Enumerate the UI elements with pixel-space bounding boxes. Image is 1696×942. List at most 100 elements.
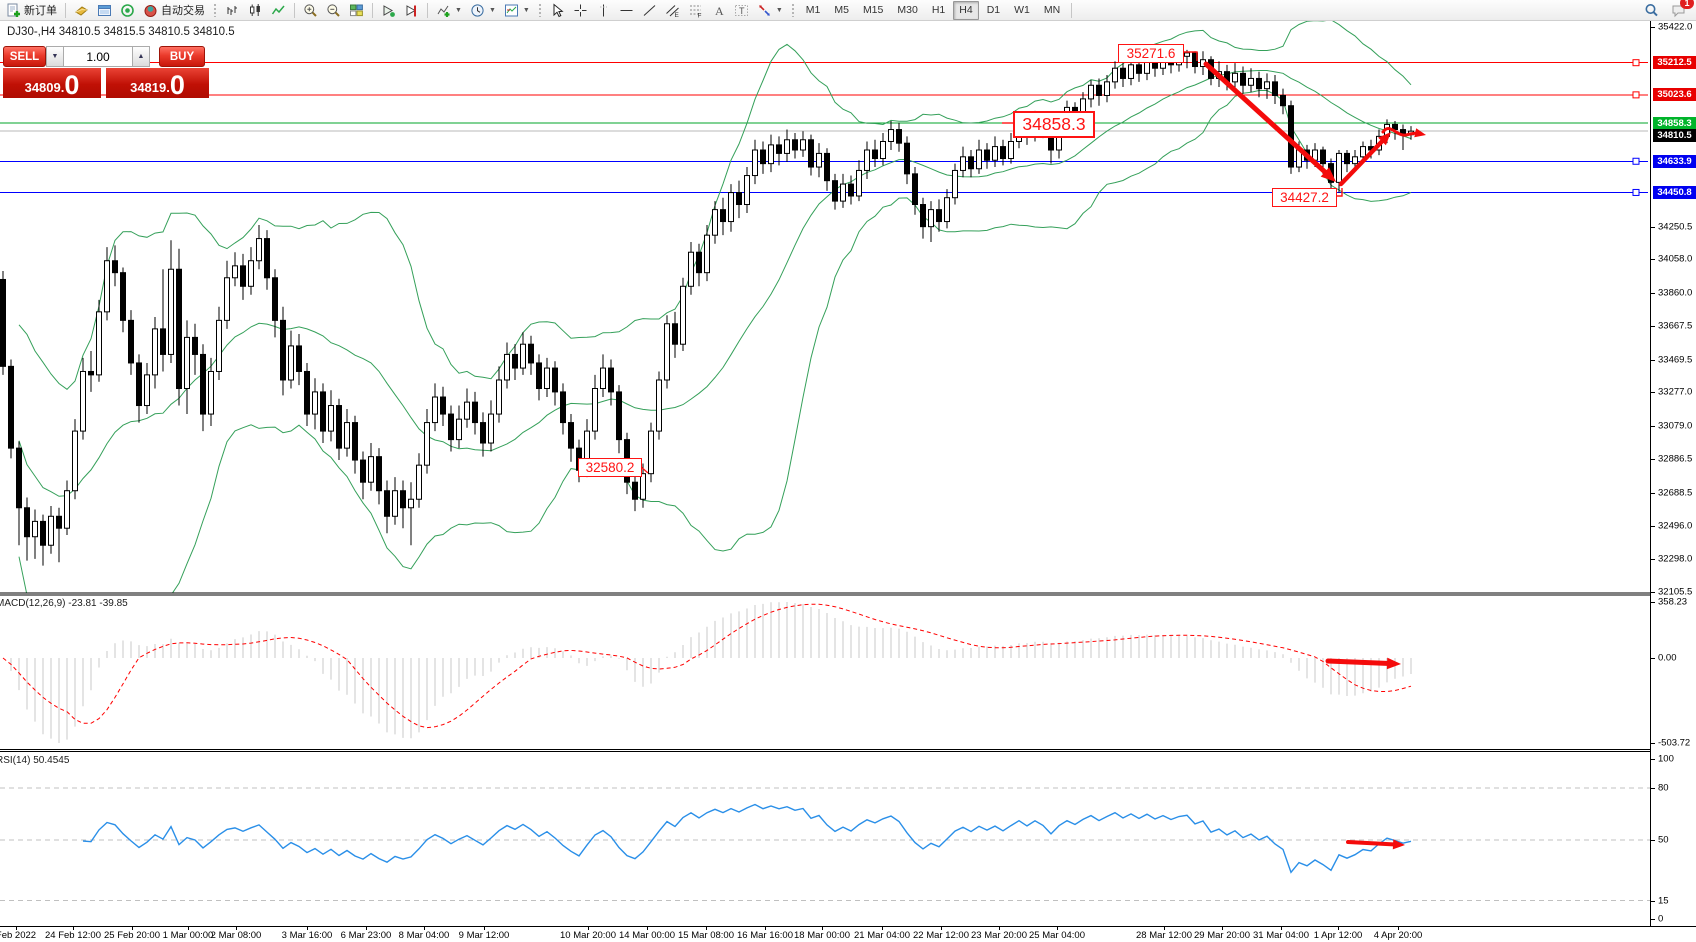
annotation-32580-2[interactable]: 32580.2: [578, 458, 642, 477]
time-axis-tick: [484, 927, 485, 930]
chevron-down-icon: ▼: [775, 6, 783, 14]
volume-down-button[interactable]: ▼: [46, 46, 64, 67]
zoom-in-button[interactable]: [300, 1, 321, 19]
rsi-panel[interactable]: [0, 787, 1650, 902]
tile-windows-button[interactable]: [346, 1, 367, 19]
annotation-34858-3[interactable]: 34858.3: [1013, 111, 1095, 138]
arrows-tool[interactable]: ▼: [754, 1, 786, 19]
candlestick-chart-button[interactable]: [245, 1, 266, 19]
line-chart-button[interactable]: [268, 1, 289, 19]
price-axis-label: 32886.5: [1658, 453, 1693, 465]
time-axis-label: 4 Apr 20:00: [1373, 930, 1423, 941]
time-axis-tick: [73, 927, 74, 930]
zoom-out-icon: [326, 3, 341, 18]
price-axis[interactable]: 35422.0 34250.5 34058.0 33860.0 33667.5 33469…: [1650, 21, 1696, 926]
timeframe-button-m1[interactable]: M1: [805, 4, 821, 16]
zoom-out-button[interactable]: [323, 1, 344, 19]
buy-price-display: 34819. 0: [106, 68, 209, 98]
fibonacci-tool[interactable]: F: [685, 1, 706, 19]
market-watch-button[interactable]: [94, 1, 115, 19]
rsi-axis-label: 50: [1658, 834, 1669, 846]
price-axis-label: 33079.0: [1658, 420, 1693, 432]
macd-panel[interactable]: [2, 602, 1412, 743]
sell-button[interactable]: SELL: [3, 46, 46, 67]
price-axis-tick: [1651, 226, 1655, 228]
new-order-button[interactable]: 新订单: [3, 1, 60, 19]
time-axis-label: 1 Apr 12:00: [1313, 930, 1363, 941]
toolbar-drag-handle: [213, 3, 217, 17]
rsi-axis-label: 100: [1658, 753, 1674, 765]
level-line-handle[interactable]: [1632, 59, 1640, 67]
level-line-handle[interactable]: [1632, 157, 1640, 165]
timeframe-button-mn[interactable]: MN: [1043, 4, 1061, 16]
level-line-handle[interactable]: [1632, 188, 1640, 196]
annotation-35271-6[interactable]: 35271.6: [1118, 44, 1184, 63]
timeframe-button-h4[interactable]: H4: [953, 0, 979, 20]
price-axis-label: 34250.5: [1658, 221, 1693, 233]
text-tool[interactable]: A: [708, 1, 729, 19]
chart-title: DJ30-,H4 34810.5 34815.5 34810.5 34810.5: [7, 26, 235, 38]
hline-icon: [619, 3, 634, 18]
trendline-tool[interactable]: [639, 1, 660, 19]
price-badge-34633.9: 34633.9: [1653, 154, 1696, 168]
textT-icon: T: [734, 3, 749, 18]
search-button[interactable]: [1641, 1, 1662, 19]
time-axis-label: 22 Mar 12:00: [913, 930, 969, 941]
timeframe-button-h1[interactable]: H1: [931, 4, 946, 16]
crosshair-tool[interactable]: [570, 1, 591, 19]
auto-scroll-button[interactable]: [378, 1, 399, 19]
sell-price-big-digit: 0: [64, 69, 80, 100]
price-axis-label: 32496.0: [1658, 520, 1693, 531]
trend-down-arrow[interactable]: [1203, 61, 1332, 179]
macd-forecast-arrow[interactable]: [1325, 658, 1396, 667]
bounce-up-arrow[interactable]: [1338, 135, 1388, 187]
price-axis-tick: [1651, 27, 1655, 28]
volume-input[interactable]: [64, 46, 132, 67]
vertical-line-tool[interactable]: [593, 1, 614, 19]
time-axis-label: 3 Mar 16:00: [281, 930, 333, 941]
main-price-panel[interactable]: [0, 20, 1648, 624]
time-axis-tick: [647, 927, 648, 930]
toolbar-separator: [372, 2, 373, 18]
indicators-button[interactable]: ▼: [433, 1, 465, 19]
macd-signal-line: [2, 603, 1412, 729]
horizontal-line-tool[interactable]: [616, 1, 637, 19]
annotation-34427-2[interactable]: 34427.2: [1272, 188, 1337, 207]
time-axis-tick: [588, 927, 589, 930]
price-axis-tick: [1651, 392, 1655, 394]
green-radar-icon: [120, 3, 135, 18]
timeframe-button-d1[interactable]: D1: [986, 4, 1001, 16]
rsi-forecast-arrow[interactable]: [1346, 840, 1400, 847]
timeframe-button-m15[interactable]: M15: [862, 4, 884, 16]
price-axis-tick: [1651, 525, 1655, 527]
price-badge-34858.3: 34858.3: [1653, 116, 1696, 130]
time-axis-tick: [424, 927, 425, 930]
sell-price-main: 34809.: [24, 80, 65, 95]
equidistant-channel-tool[interactable]: E: [662, 1, 683, 19]
text-label-tool[interactable]: T: [731, 1, 752, 19]
periods-button[interactable]: ▼: [467, 1, 499, 19]
time-axis-label: 21 Mar 04:00: [854, 930, 910, 941]
bar-chart-button[interactable]: [222, 1, 243, 19]
navigator-button[interactable]: [117, 1, 138, 19]
time-axis-tick: [1281, 927, 1282, 930]
cursor-icon: [550, 2, 565, 18]
templates-button[interactable]: ▼: [501, 1, 533, 19]
level-line-handle[interactable]: [1632, 91, 1640, 99]
timeframe-button-m30[interactable]: M30: [897, 4, 918, 16]
cursor-tool[interactable]: [547, 1, 568, 19]
chart-shift-button[interactable]: [401, 1, 422, 19]
charts-button[interactable]: [71, 1, 92, 19]
trendline-icon: [642, 3, 657, 18]
price-axis-tick: [1651, 492, 1655, 494]
timeframe-button-m5[interactable]: M5: [834, 4, 849, 16]
macd-indicator-label: MACD(12,26,9) -23.81 -39.85: [0, 598, 128, 609]
buy-button[interactable]: BUY: [159, 46, 205, 67]
notifications-button[interactable]: 1: [1668, 0, 1694, 19]
fibo-icon: F: [688, 3, 703, 18]
autotrading-button[interactable]: 自动交易: [140, 1, 208, 19]
timeframe-button-w1[interactable]: W1: [1014, 4, 1030, 16]
volume-up-button[interactable]: ▲: [132, 46, 150, 67]
